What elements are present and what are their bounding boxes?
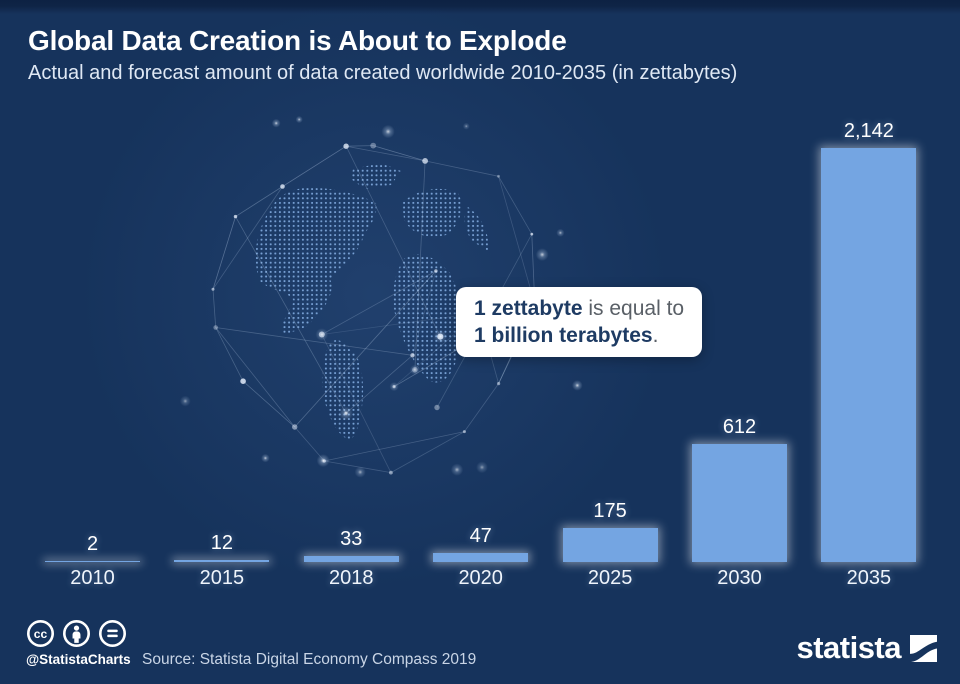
x-axis-label: 2020 [458, 567, 503, 589]
bar-value-label: 12 [210, 531, 234, 554]
source-text: Source: Statista Digital Economy Compass… [142, 651, 477, 668]
bar-value-label: 33 [340, 527, 363, 550]
statista-charts-handle: @StatistaCharts [26, 652, 131, 667]
bar-2018 [303, 555, 399, 562]
cc-icon: cc [27, 620, 54, 647]
globe-network-graphic [179, 115, 592, 478]
bar-value-label: 175 [593, 500, 627, 523]
bar-2010 [45, 560, 140, 562]
x-axis-label: 2010 [70, 567, 115, 589]
license-icons: cc [26, 619, 127, 648]
no-derivatives-icon [99, 620, 126, 647]
bar-value-label: 612 [722, 415, 757, 438]
statista-logo-mark [910, 634, 937, 662]
bar-2035 [821, 148, 917, 562]
page-title: Global Data Creation is About to Explode [28, 25, 567, 56]
attribution-icon [63, 620, 90, 647]
zettabyte-annotation: 1 zettabyte is equal to 1 billion teraby… [456, 287, 703, 357]
statista-logo: statista [796, 630, 937, 665]
page-subtitle: Actual and forecast amount of data creat… [28, 62, 738, 84]
x-axis-label: 2015 [199, 567, 245, 589]
bar-2015 [174, 559, 270, 562]
x-axis-label: 2035 [846, 567, 892, 589]
statista-wordmark: statista [796, 630, 901, 665]
bar-2020 [433, 552, 529, 562]
x-axis-label: 2030 [717, 567, 762, 589]
bar-2030 [692, 443, 787, 562]
annotation-line-2: 1 billion terabytes. [474, 324, 659, 347]
bar-2025 [562, 528, 658, 562]
bar-value-label: 2,142 [843, 120, 894, 142]
svg-text:cc: cc [34, 627, 48, 641]
annotation-line-1: 1 zettabyte is equal to [474, 297, 685, 320]
x-axis-label: 2018 [329, 567, 374, 589]
dotted-world-map [255, 163, 489, 439]
bar-value-label: 2 [86, 532, 99, 555]
x-axis-label: 2025 [587, 567, 633, 589]
bar-value-label: 47 [469, 524, 492, 547]
